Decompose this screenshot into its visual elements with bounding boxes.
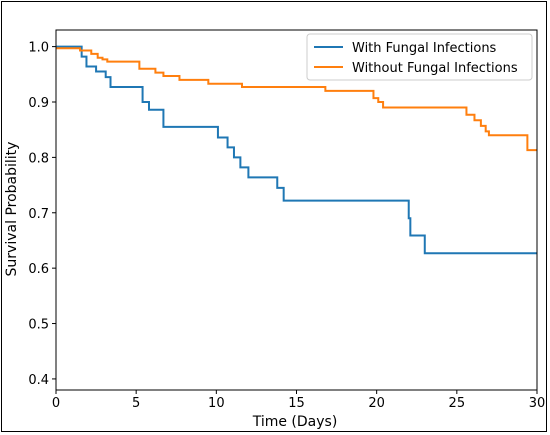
plot-area [56,45,537,255]
y-tick-label: 0.8 [28,151,49,166]
y-tick-label: 1.0 [28,41,49,56]
series-line-2 [56,47,537,152]
x-tick-label: 5 [132,396,140,411]
series-line-1 [56,45,537,255]
y-tick-label: 0.6 [28,262,49,277]
x-tick-label: 15 [288,396,305,411]
legend-label-2: Without Fungal Infections [352,61,518,76]
y-tick-label: 0.4 [28,373,49,388]
legend-label-1: With Fungal Infections [352,41,497,56]
x-tick-label: 10 [208,396,225,411]
legend: With Fungal Infections Without Fungal Inf… [306,33,533,81]
x-tick-label: 20 [368,396,385,411]
legend-box [306,33,533,81]
y-tick-label: 0.9 [28,96,49,111]
x-tick-label: 25 [449,396,466,411]
x-tick-label: 0 [52,396,60,411]
y-tick-label: 0.5 [28,318,49,333]
x-axis-label: Time (Days) [252,414,338,430]
y-tick-label: 0.7 [28,207,49,222]
x-tick-label: 30 [529,396,546,411]
y-axis-label: Survival Probability [4,142,20,277]
plot-frame [55,29,538,391]
axes: 0 5 10 15 20 25 30 0.4 0.5 0.6 0.7 0.8 0.9 1.0 [28,29,546,411]
